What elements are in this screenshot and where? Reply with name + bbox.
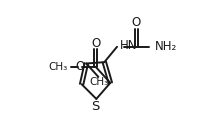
- Text: NH₂: NH₂: [155, 40, 177, 53]
- Text: CH₃: CH₃: [89, 77, 109, 87]
- Text: O: O: [91, 37, 100, 50]
- Text: HN: HN: [120, 39, 138, 52]
- Text: O: O: [75, 60, 84, 73]
- Text: O: O: [132, 16, 141, 29]
- Text: CH₃: CH₃: [48, 62, 68, 72]
- Text: S: S: [91, 100, 100, 113]
